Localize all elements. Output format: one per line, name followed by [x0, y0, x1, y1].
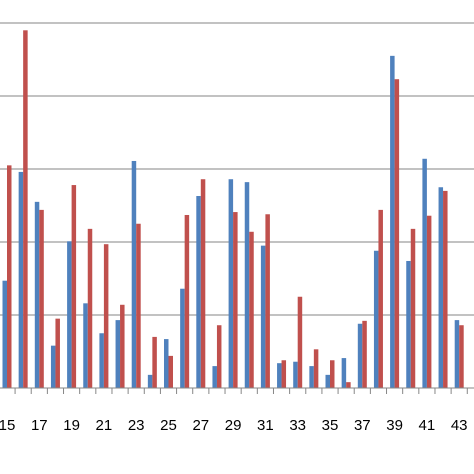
bar	[164, 339, 169, 388]
bar	[67, 241, 72, 388]
x-tick-label: 15	[0, 417, 15, 434]
bar	[346, 382, 351, 388]
x-tick-label: 41	[419, 417, 436, 434]
bar	[313, 349, 319, 388]
bar	[410, 228, 416, 388]
bar	[390, 55, 395, 388]
bar	[362, 320, 367, 388]
bar	[297, 296, 303, 388]
bar	[443, 190, 448, 388]
bar	[83, 303, 88, 388]
x-tick-label: 31	[257, 417, 274, 434]
bar	[168, 355, 173, 388]
bar	[200, 179, 206, 388]
bar	[341, 358, 347, 388]
bar	[196, 196, 201, 388]
bar	[357, 323, 363, 388]
bar	[438, 187, 444, 388]
bar	[378, 209, 383, 388]
x-tick-label: 39	[386, 417, 403, 434]
bar	[103, 244, 109, 388]
x-tick-label: 37	[354, 417, 371, 434]
bar	[39, 209, 44, 388]
bar	[152, 336, 157, 388]
bar	[212, 366, 217, 388]
x-tick-label: 27	[192, 417, 209, 434]
bar	[325, 374, 330, 388]
bar	[228, 179, 234, 388]
bar	[136, 223, 141, 388]
bar	[426, 215, 432, 388]
bar	[216, 325, 222, 388]
bar	[454, 320, 460, 388]
bar	[71, 185, 77, 388]
bar	[373, 250, 379, 388]
bar	[260, 245, 266, 388]
bar	[23, 30, 28, 389]
x-tick-label: 25	[160, 417, 177, 434]
bar	[184, 214, 190, 388]
bar	[394, 79, 400, 389]
bar	[131, 160, 137, 388]
bar	[2, 280, 7, 388]
bar	[115, 320, 121, 388]
bar	[34, 201, 40, 388]
bar	[293, 361, 298, 388]
x-tick-label: 17	[31, 417, 48, 434]
bar	[147, 374, 153, 388]
bar	[459, 325, 464, 388]
bar	[422, 158, 427, 388]
x-tick-label: 35	[322, 417, 339, 434]
bar	[277, 363, 282, 388]
bar	[7, 165, 12, 388]
bar	[55, 318, 60, 388]
x-tick-label: 19	[63, 417, 80, 434]
x-tick-label: 29	[225, 417, 242, 434]
x-tick-label: 23	[128, 417, 145, 434]
x-tick-label: 33	[289, 417, 306, 434]
bar	[99, 333, 104, 388]
bar	[50, 345, 56, 388]
bar	[406, 260, 411, 388]
bar	[309, 366, 314, 388]
bar	[18, 171, 24, 388]
bar	[120, 304, 125, 388]
bar	[87, 228, 93, 388]
bar	[244, 182, 250, 388]
bar	[281, 360, 287, 388]
x-tick-label: 43	[451, 417, 468, 434]
bar	[330, 360, 335, 388]
bar	[233, 212, 238, 388]
bar	[265, 214, 270, 388]
bar	[249, 231, 254, 388]
x-tick-label: 21	[96, 417, 113, 434]
bar	[180, 288, 185, 388]
